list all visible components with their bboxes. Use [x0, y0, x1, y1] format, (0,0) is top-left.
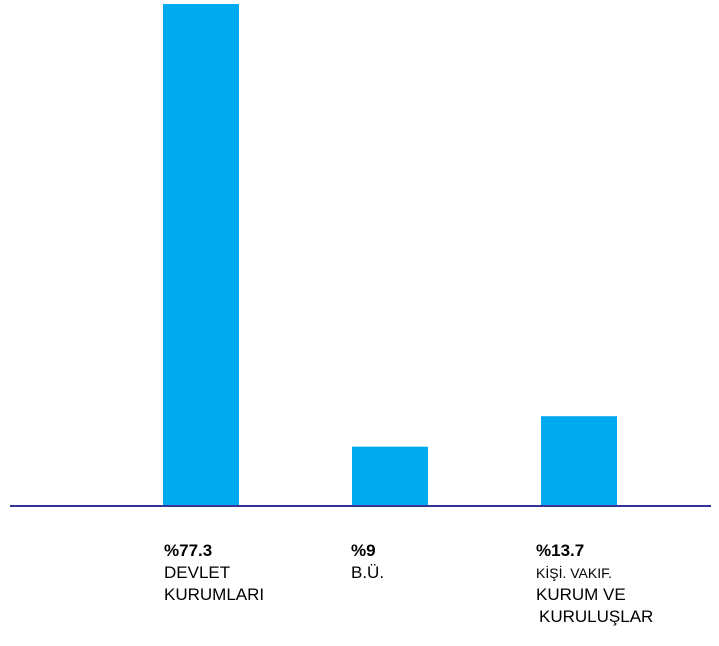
bars-group	[163, 4, 617, 505]
category-name-line: KURULUŞLAR	[539, 607, 654, 626]
category-value-label: %13.7	[536, 541, 585, 560]
category-label-kisi-vakif-kurum: %13.7 KİŞİ. VAKIF. KURUM VE KURULUŞLAR	[536, 540, 653, 628]
bar-2	[541, 416, 617, 505]
category-value-label: %9	[351, 541, 376, 560]
category-label-devlet-kurumlari: %77.3 DEVLET KURUMLARI	[164, 540, 264, 606]
category-label-bu: %9 B.Ü.	[351, 540, 384, 584]
bar-1	[352, 446, 428, 505]
bar-0	[163, 4, 239, 505]
category-name-line: DEVLET	[164, 563, 231, 582]
category-value-label: %77.3	[164, 541, 213, 560]
category-name-line: KURUMLARI	[164, 585, 265, 604]
category-name-line: KİŞİ. VAKIF.	[536, 565, 612, 581]
category-name-line: KURUM VE	[536, 585, 626, 604]
category-name-line: B.Ü.	[351, 563, 385, 582]
